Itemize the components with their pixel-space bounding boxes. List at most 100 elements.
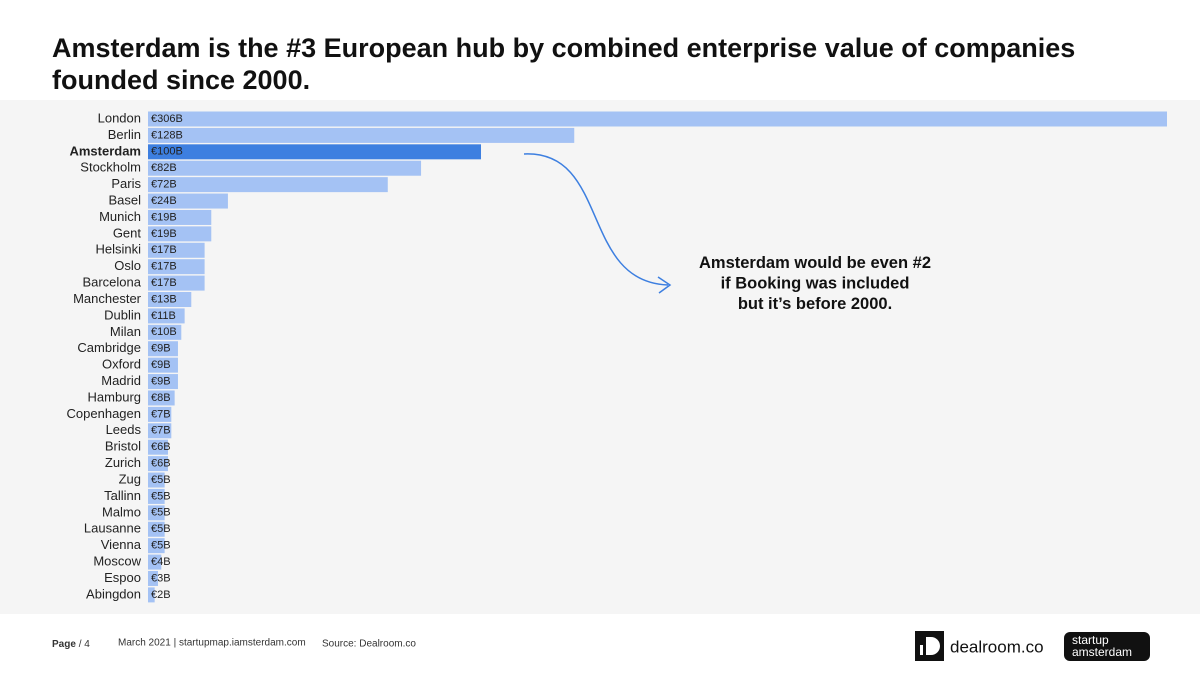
bar	[148, 374, 178, 390]
annotation-line: but it’s before 2000.	[738, 295, 892, 313]
icon-part	[926, 637, 940, 655]
startup-logo-box	[1064, 632, 1150, 661]
bar	[148, 127, 575, 143]
category-label: Oslo	[114, 258, 141, 273]
value-label: €10B	[151, 326, 177, 338]
page-label: Page / 4	[52, 639, 90, 650]
value-label: €24B	[151, 195, 177, 207]
value-label: €9B	[151, 343, 171, 355]
value-label: €13B	[151, 293, 177, 305]
amsterdam-logo: amsterdam	[1072, 645, 1132, 659]
title-line-2: founded since 2000.	[52, 65, 310, 95]
startup-logo: startup	[1072, 633, 1109, 647]
category-label: Copenhagen	[67, 406, 141, 421]
value-label: €4B	[151, 556, 171, 568]
value-label: €6B	[151, 441, 171, 453]
category-label: Barcelona	[82, 275, 141, 290]
category-label: Stockholm	[80, 160, 141, 175]
bar	[148, 587, 155, 603]
value-label: €11B	[151, 310, 176, 322]
bar	[148, 193, 228, 209]
value-label: €100B	[151, 146, 183, 158]
annotation-line: Amsterdam would be even #2	[699, 254, 931, 272]
dealroom-logo: dealroom.co	[950, 637, 1044, 656]
category-label: Dublin	[104, 307, 141, 322]
bar	[148, 341, 178, 357]
arrow-head	[657, 276, 672, 294]
category-label: Abingdon	[86, 586, 141, 601]
category-label: Hamburg	[88, 389, 141, 404]
bar	[148, 505, 165, 521]
bar	[148, 111, 1167, 127]
value-label: €19B	[151, 228, 177, 240]
value-label: €7B	[151, 408, 171, 420]
bar	[148, 488, 165, 504]
bar	[148, 456, 168, 472]
value-label: €5B	[151, 507, 171, 519]
page-number: / 4	[79, 639, 91, 650]
value-label: €19B	[151, 211, 177, 223]
bar	[148, 292, 192, 308]
bar	[148, 324, 182, 340]
category-label: Milan	[110, 324, 141, 339]
annotation: Amsterdam would be even #2 if Booking was…	[699, 254, 931, 313]
category-label: Zurich	[105, 455, 141, 470]
value-label: €17B	[151, 277, 177, 289]
value-label: €17B	[151, 244, 177, 256]
category-label: Tallinn	[104, 488, 141, 503]
value-label: €7B	[151, 425, 171, 437]
category-label: Amsterdam	[69, 143, 141, 158]
bar	[148, 160, 422, 176]
category-label: Espoo	[104, 570, 141, 585]
category-label: Manchester	[73, 291, 142, 306]
value-label: €5B	[151, 523, 171, 535]
bar	[148, 308, 185, 324]
value-label: €6B	[151, 458, 171, 470]
value-label: €17B	[151, 261, 177, 273]
bar	[148, 390, 175, 406]
value-label: €9B	[151, 359, 171, 371]
date: March 2021 | startupmap.iamsterdam.com	[118, 638, 306, 649]
annotation-line: if Booking was included	[721, 275, 910, 293]
chart-background	[0, 100, 1200, 614]
category-label: Bristol	[105, 439, 141, 454]
bar	[148, 570, 158, 586]
icon-part	[920, 645, 923, 655]
value-label: €306B	[151, 113, 183, 125]
category-label: Moscow	[93, 554, 141, 569]
value-label: €5B	[151, 540, 171, 552]
bar	[148, 423, 172, 439]
bar	[148, 275, 205, 291]
category-label: Lausanne	[84, 521, 141, 536]
category-label: Helsinki	[95, 242, 141, 257]
bar	[148, 259, 205, 275]
category-label: Vienna	[101, 537, 142, 552]
value-label: €8B	[151, 392, 171, 404]
bar	[148, 144, 482, 160]
value-label: €2B	[151, 589, 171, 601]
category-label: Berlin	[108, 127, 141, 142]
category-label: Zug	[119, 471, 141, 486]
source: Source: Dealroom.co	[322, 639, 416, 650]
category-label: London	[98, 110, 141, 125]
bar	[148, 554, 162, 570]
category-label: Munich	[99, 209, 141, 224]
bar	[148, 177, 388, 193]
bar	[148, 226, 212, 242]
chart: London €306B Berlin €128B Amsterdam €100B Stoc…	[67, 110, 1167, 603]
category-label: Cambridge	[77, 340, 141, 355]
category-label: Leeds	[106, 422, 142, 437]
bar	[148, 472, 165, 488]
bar	[148, 439, 168, 455]
category-label: Gent	[113, 225, 142, 240]
category-label: Madrid	[101, 373, 141, 388]
bar	[148, 357, 178, 373]
bar	[148, 538, 165, 554]
bar	[148, 242, 205, 258]
category-label: Malmo	[102, 504, 141, 519]
bar	[148, 406, 172, 422]
bar	[148, 521, 165, 537]
value-label: €82B	[151, 162, 177, 174]
category-label: Oxford	[102, 357, 141, 372]
